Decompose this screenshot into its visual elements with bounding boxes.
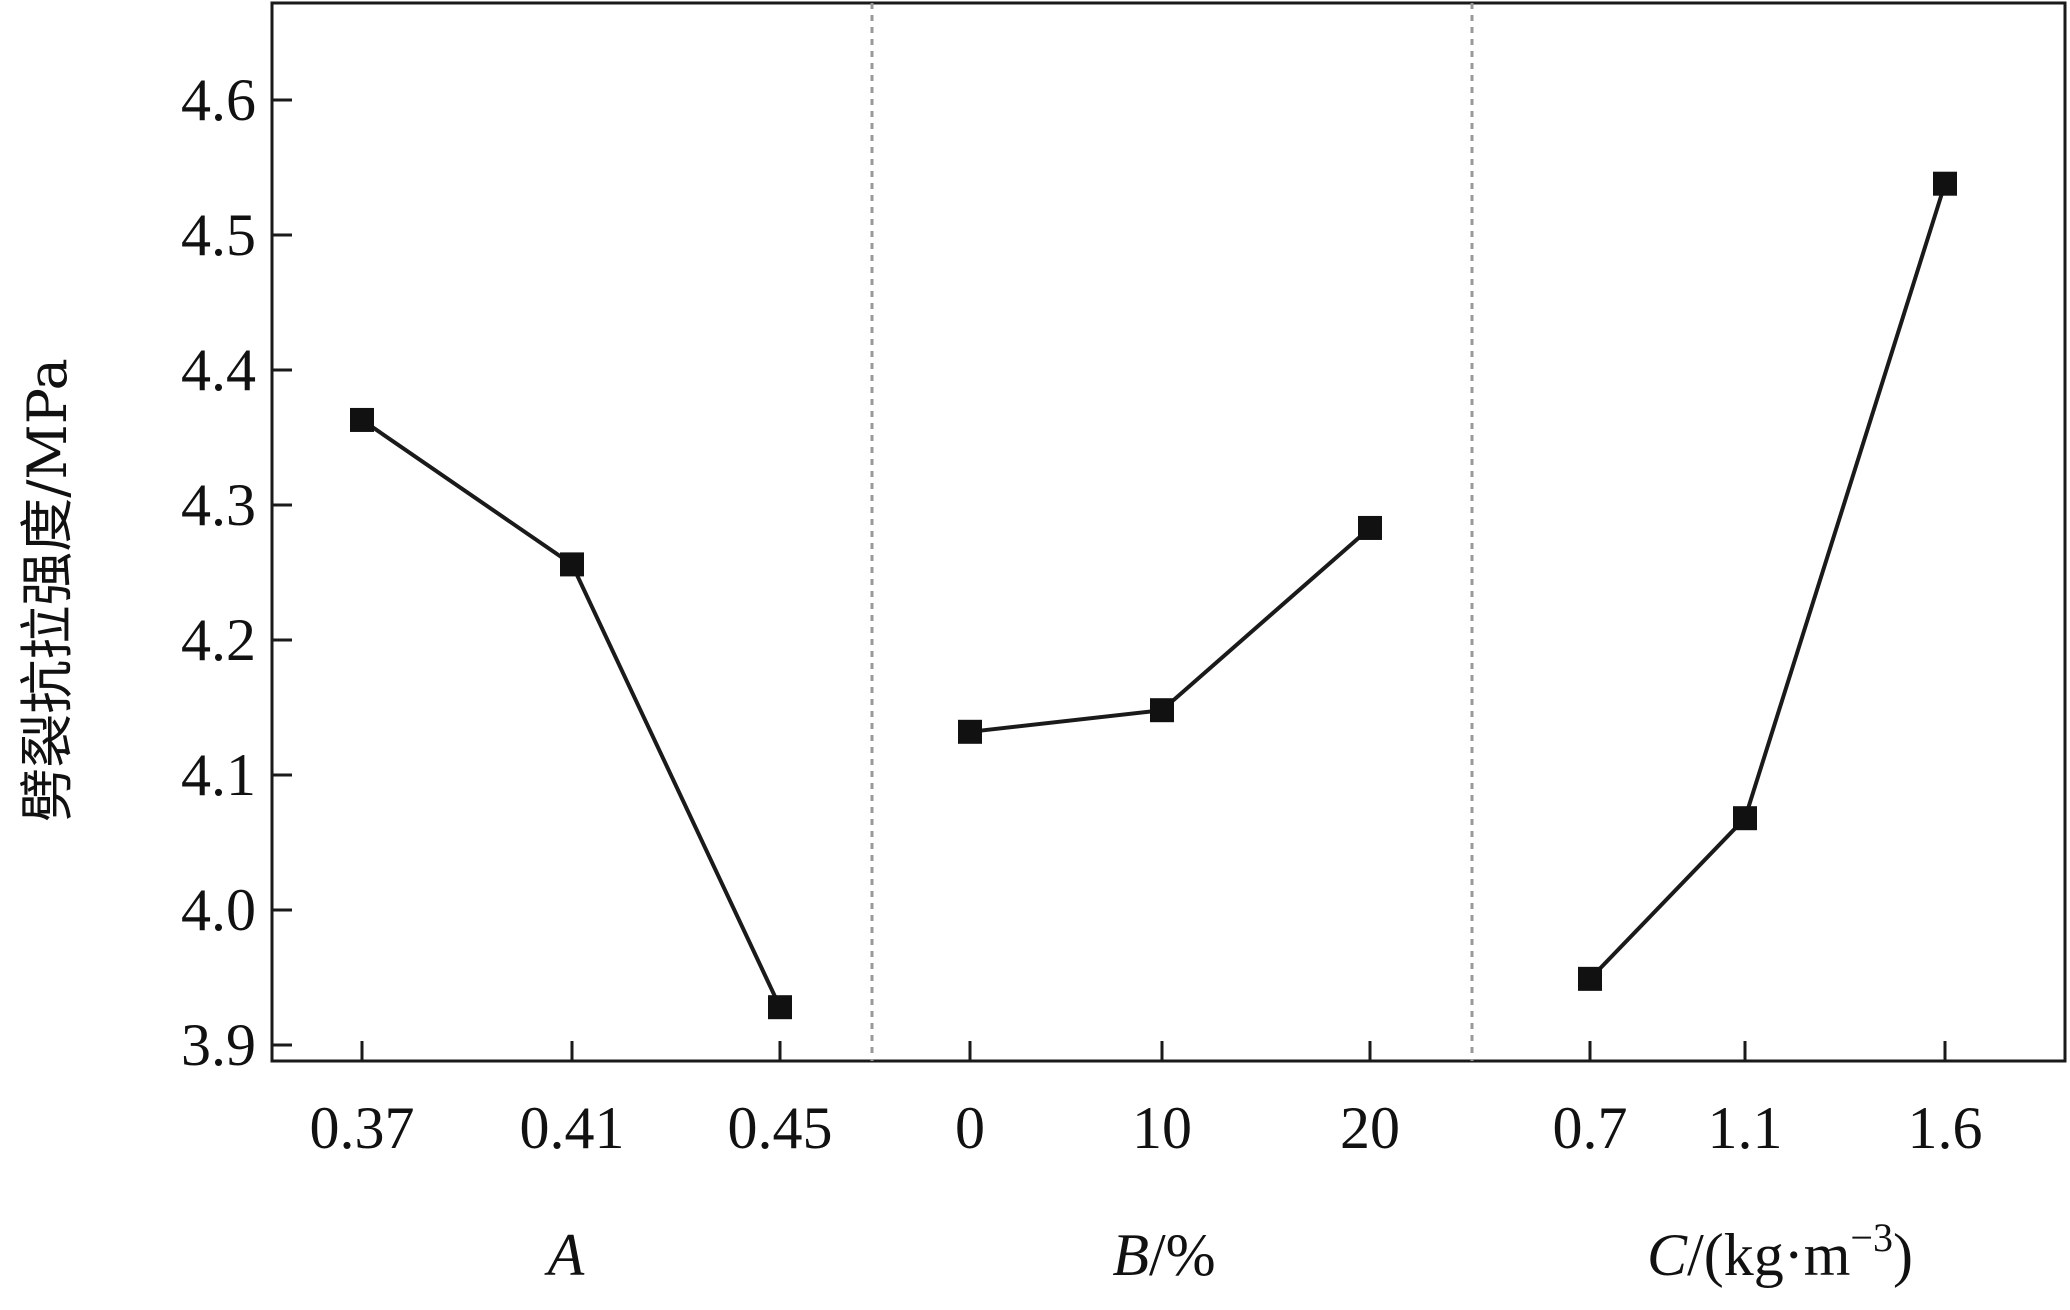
x-tick-label: 20 — [1340, 1095, 1400, 1161]
y-tick-label: 4.5 — [181, 202, 256, 268]
series-lines — [350, 171, 1957, 1020]
data-point-b — [958, 719, 982, 744]
y-tick-label: 4.2 — [181, 607, 256, 673]
panel-dividers — [870, 3, 1474, 1061]
plot-frame — [270, 1, 2067, 1063]
series-line-c — [1588, 183, 1947, 981]
x-axis-title-c: C/(kg·m−3) — [1647, 1215, 1913, 1288]
x-tick-label: 1.1 — [1708, 1095, 1783, 1161]
x-axis-title-b: B/% — [1112, 1222, 1215, 1288]
x-tick-label: 0.45 — [728, 1095, 833, 1161]
x-axis-title-a: A — [544, 1222, 585, 1288]
data-point-b — [1358, 515, 1382, 540]
data-point-a — [350, 407, 374, 432]
y-axis-title: 劈裂抗拉强度/MPa — [16, 358, 79, 822]
x-tick-label: 0.37 — [310, 1095, 415, 1161]
x-tick-label: 0 — [955, 1095, 985, 1161]
data-point-c — [1933, 171, 1957, 196]
data-point-b — [1150, 698, 1174, 723]
data-point-c — [1578, 966, 1602, 991]
y-tick-label: 3.9 — [181, 1012, 256, 1078]
y-axis: 3.9 4.0 4.1 4.2 4.3 4.4 4.5 4.6 — [181, 67, 292, 1078]
series-line-a — [360, 418, 782, 1009]
y-tick-label: 4.3 — [181, 472, 256, 538]
x-tick-label: 1.6 — [1908, 1095, 1983, 1161]
x-axis: 0.37 0.41 0.45 A 0 10 20 B/% 0.7 1.1 1.6 C/(kg·m−3) — [310, 1041, 1983, 1288]
y-tick-label: 4.6 — [181, 67, 256, 133]
x-tick-label: 10 — [1132, 1095, 1192, 1161]
data-point-a — [560, 552, 584, 577]
data-point-a — [768, 995, 792, 1020]
x-tick-label: 0.41 — [520, 1095, 625, 1161]
x-tick-label: 0.7 — [1553, 1095, 1628, 1161]
y-tick-label: 4.4 — [181, 337, 256, 403]
y-tick-label: 4.1 — [181, 742, 256, 808]
y-tick-label: 4.0 — [181, 877, 256, 943]
data-point-c — [1733, 806, 1757, 831]
